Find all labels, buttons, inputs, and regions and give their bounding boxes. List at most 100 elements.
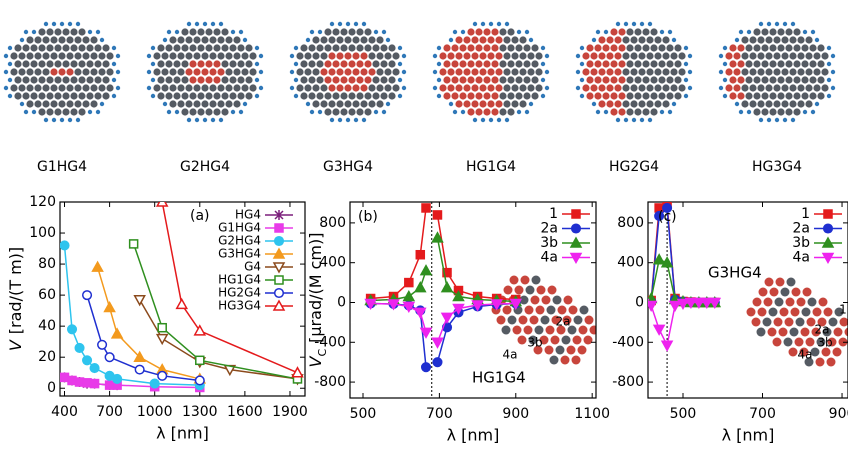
atom [189,28,196,35]
x-axis-label: λ [nm] [722,426,775,445]
atom [475,44,482,51]
atom [497,316,506,325]
atom [821,68,828,75]
y-tick-label: 0 [337,294,346,310]
atom [161,68,168,75]
atom [328,36,335,43]
atom [495,84,502,91]
atom [193,100,200,107]
atom [805,36,812,43]
atom [622,36,629,43]
atom [193,68,200,75]
atom [255,62,259,66]
atom [688,54,692,58]
atom [86,92,93,99]
atom [523,60,530,67]
atom [229,76,236,83]
atom [324,60,331,67]
atom [729,76,736,83]
atom [781,84,788,91]
atom [221,92,228,99]
atom [197,60,204,67]
atom [793,28,800,35]
atom [499,92,506,99]
atom [535,52,542,59]
atom [753,44,760,51]
y-tick-label: 400 [617,255,644,271]
atom [86,60,93,67]
atom [330,118,334,122]
atom [237,60,244,67]
series-group [60,197,302,391]
atom [94,92,101,99]
atom [106,84,113,91]
atom [451,76,458,83]
atom [598,52,605,59]
atom [205,28,212,35]
atom [380,76,387,83]
atom [638,68,645,75]
atom [296,84,303,91]
atom [596,30,600,34]
atom [78,44,85,51]
atom [290,70,294,74]
atom [463,84,470,91]
legend-label: HG1G4 [218,273,261,287]
atom [316,76,323,83]
atom [547,306,556,315]
atom [38,92,45,99]
atom [606,100,613,107]
atom [58,52,65,59]
atom [147,54,151,58]
atom [654,68,661,75]
atom [773,100,780,107]
atom [511,68,518,75]
atom [590,68,597,75]
atom [745,44,752,51]
atom [24,30,28,34]
atom [201,36,208,43]
atom [364,108,371,115]
atom [22,44,29,51]
atom [758,308,767,317]
atom [767,118,771,122]
atom [658,76,665,83]
atom [503,84,510,91]
atom [642,28,649,35]
atom [42,84,49,91]
atom [650,44,657,51]
atom [50,84,57,91]
atom [70,28,77,35]
atom [793,92,800,99]
atom [66,84,73,91]
atom [151,94,155,98]
atom [831,86,835,90]
atom [181,44,188,51]
atom [157,76,164,83]
atom [777,92,784,99]
atom [467,92,474,99]
atom [531,60,538,67]
atom [499,28,506,35]
atom [598,36,605,43]
atom [459,76,466,83]
x-tick-label: 700 [426,406,453,422]
atom [827,62,831,66]
atom [579,326,588,335]
atom [328,52,335,59]
atom [8,94,12,98]
atom [741,100,748,107]
atom [532,276,541,285]
molecule-label: HG1G4 [466,159,516,175]
atom [503,52,510,59]
atom [62,28,69,35]
atom [757,68,764,75]
atom [340,28,347,35]
atom [68,22,72,26]
atom [622,52,629,59]
atom [495,52,502,59]
atom [678,68,685,75]
atom [521,276,530,285]
atom [640,22,644,26]
atom [813,68,820,75]
